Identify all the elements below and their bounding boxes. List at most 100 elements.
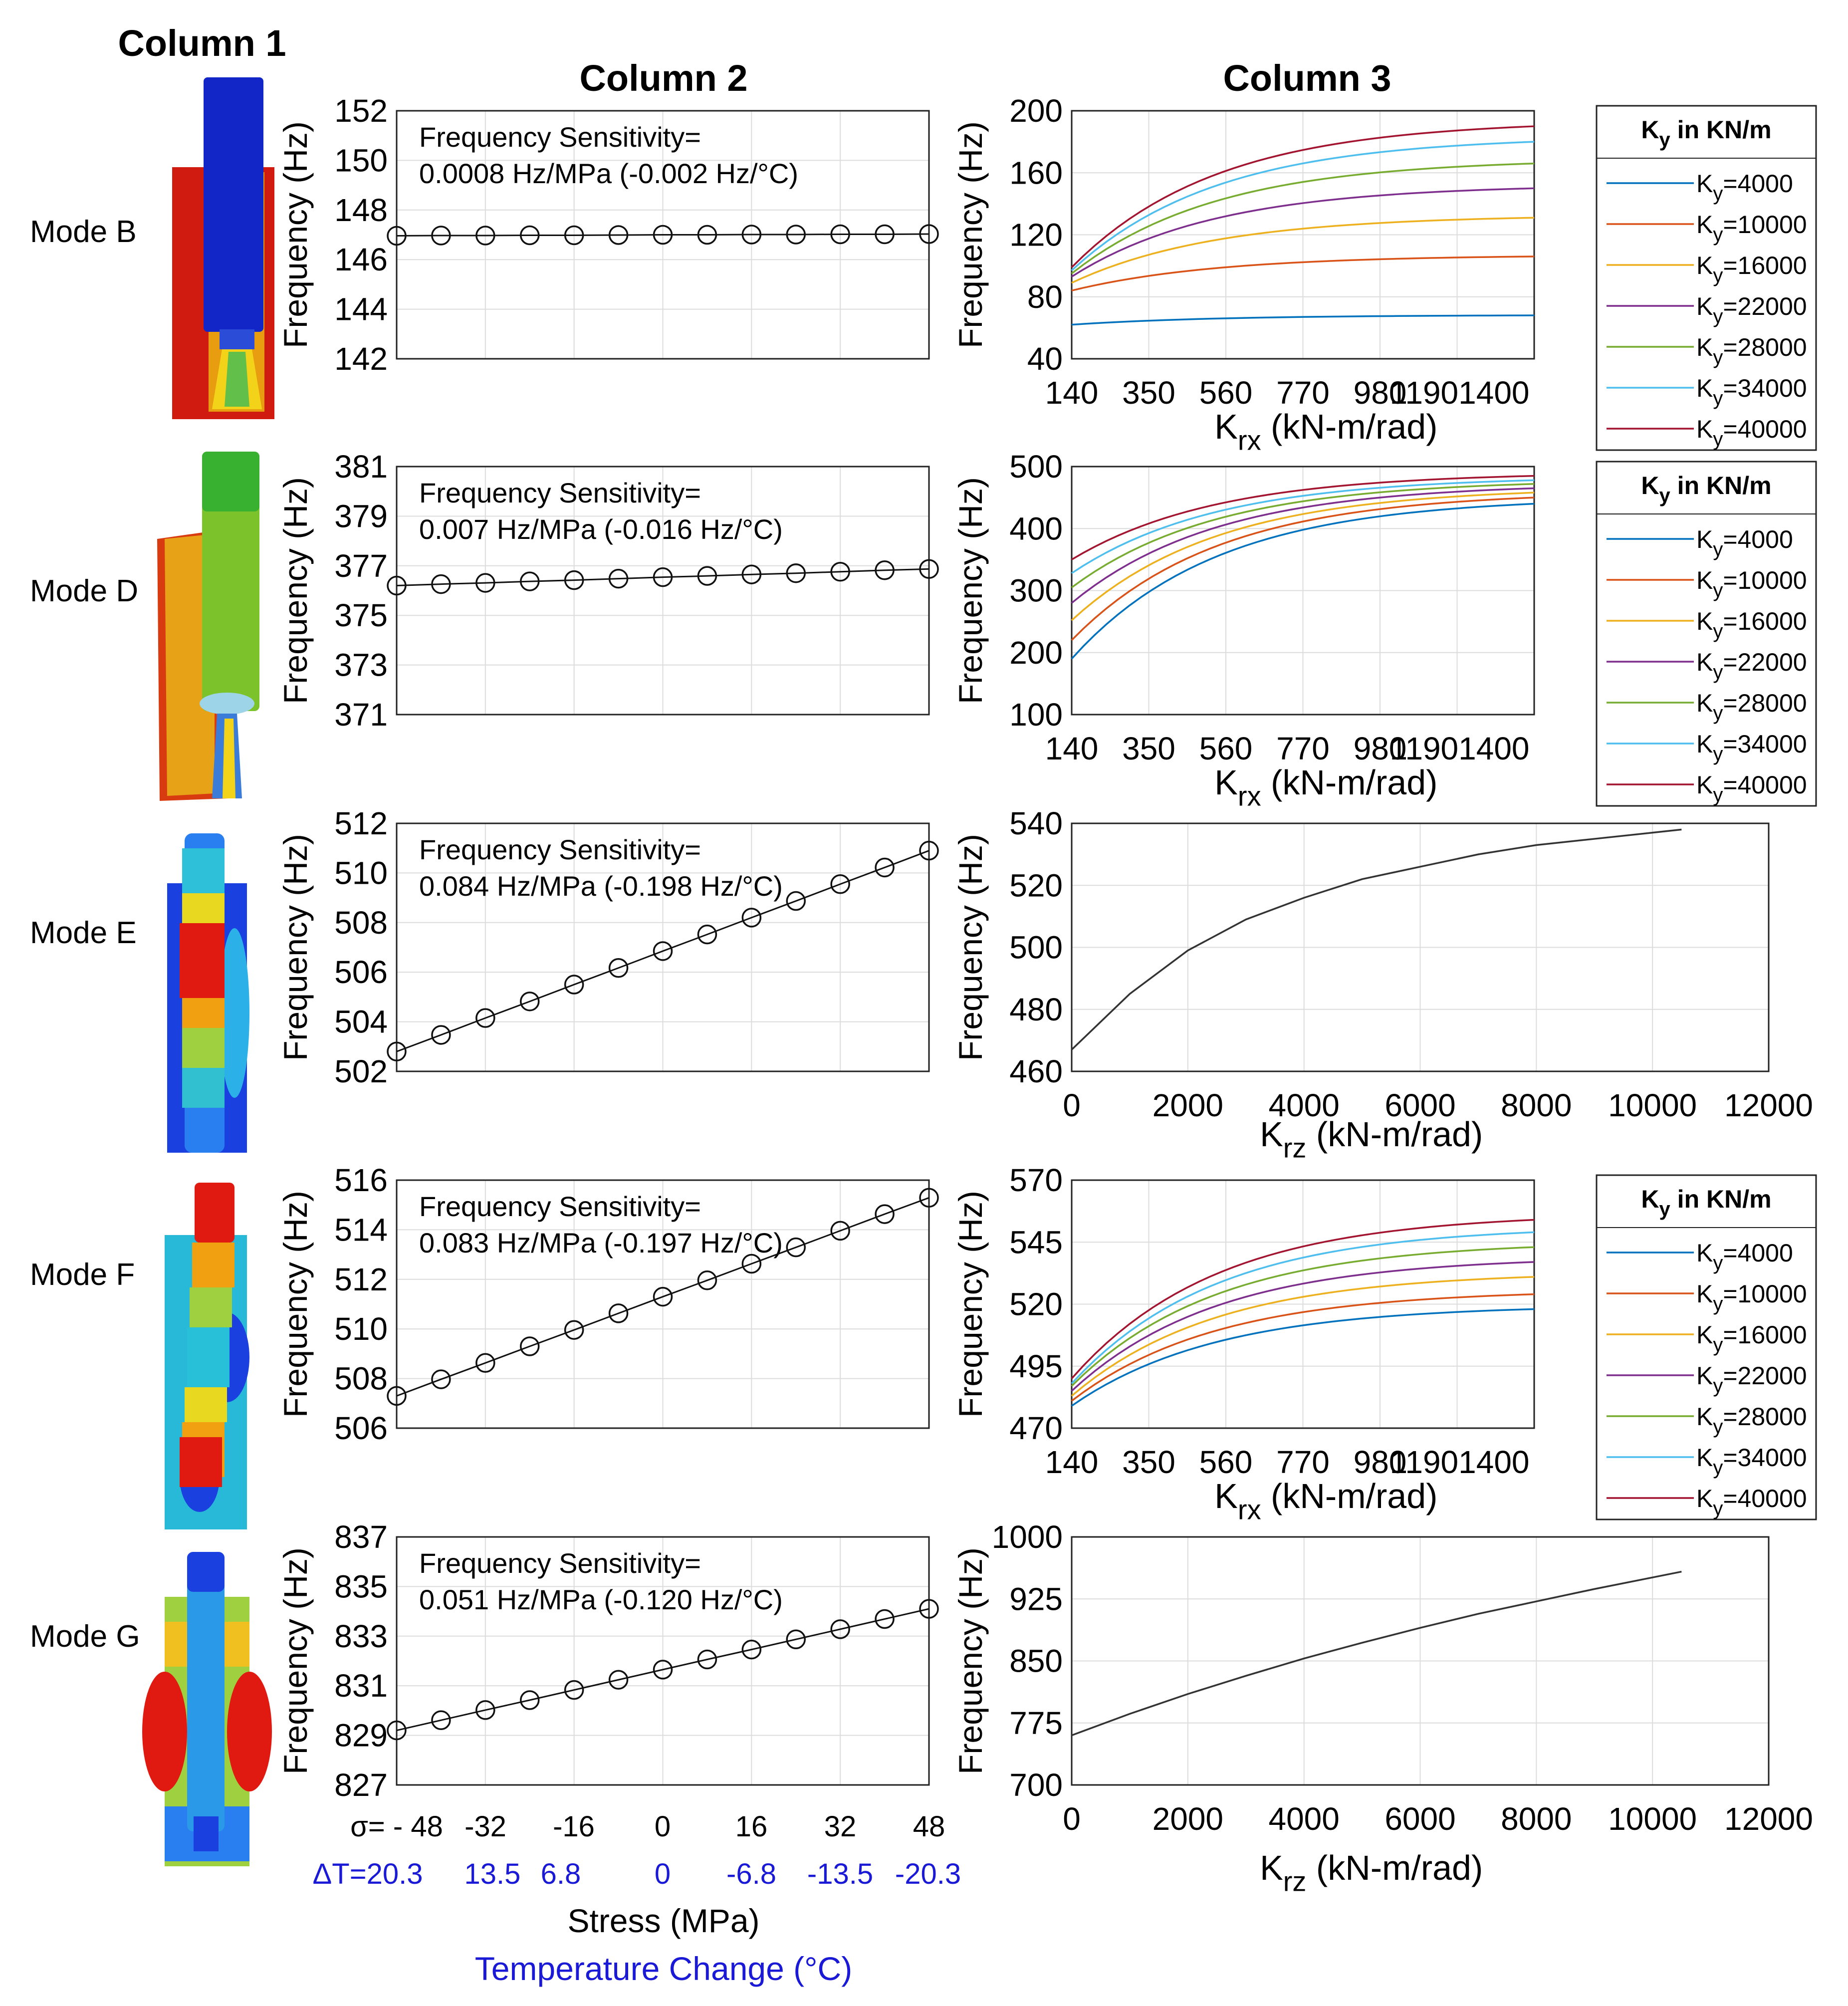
series-line-ky=10000 [1071,1293,1535,1402]
y-tick-label: 827 [334,1767,388,1803]
x-tick-label: 560 [1199,731,1253,766]
stress-tick-label: -32 [464,1810,506,1843]
y-tick-label: 502 [334,1053,388,1089]
x-axis-label: Krx (kN-m/rad) [1214,1477,1437,1525]
y-axis-label: Frequency (Hz) [952,121,989,348]
y-tick-label: 381 [334,449,388,485]
column-3-header: Column 3 [1223,57,1391,99]
data-point [431,1710,451,1731]
data-point [608,958,629,978]
data-point [431,574,451,594]
temp-tick-label: 13.5 [464,1858,521,1890]
y-tick-label: 775 [1009,1705,1063,1741]
x-axis-label: Krz (kN-m/rad) [1260,1848,1483,1897]
data-point [875,857,895,878]
series-line-ky=28000 [1071,1246,1535,1387]
stress-tick-label: σ= - 48 [350,1810,443,1843]
y-tick-label: 520 [1009,867,1063,903]
y-axis-label: Frequency (Hz) [277,1547,314,1774]
y-tick-label: 379 [334,498,388,534]
stress-tick-label: 48 [913,1810,945,1843]
data-point [431,1369,451,1389]
x-tick-label: 10000 [1608,1801,1697,1837]
temp-tick-label: -13.5 [807,1858,873,1890]
y-tick-label: 400 [1009,510,1063,546]
data-point [741,564,762,584]
y-tick-label: 506 [334,1410,388,1446]
y-tick-label: 495 [1009,1348,1063,1384]
data-line [1071,1570,1682,1737]
y-tick-label: 831 [334,1668,388,1704]
data-point [475,226,495,246]
data-point [475,1700,495,1720]
x-axis-label: Krx (kN-m/rad) [1214,763,1437,811]
legend-entry: Ky=34000 [1696,1444,1807,1479]
sensitivity-title: Frequency Sensitivity= [419,477,701,508]
x-tick-label: 980 [1354,1444,1407,1480]
x-tick-label: 2000 [1153,1801,1223,1837]
data-point [697,566,717,586]
data-line [1071,828,1682,1050]
legend-entry: Ky=16000 [1696,607,1807,642]
legend-box [1596,105,1817,451]
y-tick-label: 160 [1009,155,1063,191]
y-tick-label: 508 [334,1361,388,1397]
temperature-axis-title: Temperature Change (°C) [475,1950,852,1987]
data-point [786,1237,806,1257]
series-line-ky=4000 [1071,314,1535,326]
axes-box [396,1536,930,1786]
series-line-ky=34000 [1071,479,1535,574]
y-tick-label: 512 [334,805,388,841]
y-axis-label: Frequency (Hz) [952,1547,989,1774]
legend-entry: Ky=4000 [1696,170,1793,205]
data-point [786,1629,806,1650]
y-axis-label: Frequency (Hz) [952,834,989,1061]
chart-G-stress: 827 829 831 833 835 837 Frequency (Hz) Frequenc… [277,1519,939,1803]
x-tick-label: 140 [1045,375,1099,411]
chart-E-krz: 460 480 500 520 540 Frequency (Hz) 0 2000 4000 60… [952,805,1813,1163]
y-tick-label: 200 [1009,93,1063,129]
y-tick-label: 144 [334,291,388,327]
y-axis-label: Frequency (Hz) [952,477,989,704]
y-tick-label: 375 [334,597,388,633]
series-line-ky=40000 [1071,125,1535,268]
y-tick-label: 500 [1009,449,1063,485]
data-point [653,1286,673,1307]
y-tick-label: 148 [334,192,388,228]
data-point [387,1386,407,1406]
data-point [875,1204,895,1224]
sensitivity-title: Frequency Sensitivity= [419,121,701,153]
stress-tick-label: 16 [735,1810,768,1843]
axes-box [1071,110,1535,360]
y-axis-label: Frequency (Hz) [952,1191,989,1418]
data-point [653,941,673,961]
data-point [387,226,407,246]
y-tick-label: 510 [334,855,388,891]
data-point [786,891,806,911]
x-tick-label: 140 [1045,1444,1099,1480]
data-point [741,225,762,245]
mode-label-f: Mode F [30,1257,135,1292]
data-point [830,224,850,245]
y-tick-label: 545 [1009,1224,1063,1260]
y-tick-label: 142 [334,341,388,377]
x-tick-label: 770 [1276,375,1330,411]
temp-tick-label: -6.8 [726,1858,776,1890]
y-tick-label: 833 [334,1618,388,1654]
chart-B-krx: 40 80 120 160 200 Frequency (Hz) 140 350 560 770 9… [952,93,1817,456]
data-point [741,1639,762,1660]
temp-tick-label: 0 [655,1858,671,1890]
series-line-ky=16000 [1071,1276,1535,1397]
y-tick-label: 100 [1009,697,1063,733]
series-line-ky=10000 [1071,497,1535,641]
x-tick-label: 4000 [1268,1801,1339,1837]
stress-tick-label: 32 [824,1810,857,1843]
axes-box [1071,466,1535,716]
x-tick-label: 980 [1354,375,1407,411]
x-tick-label: 770 [1276,1444,1330,1480]
data-point [919,559,939,579]
sensitivity-title: Frequency Sensitivity= [419,1191,701,1222]
y-axis-label: Frequency (Hz) [277,1191,314,1418]
legend-entry: Ky=28000 [1696,333,1807,368]
